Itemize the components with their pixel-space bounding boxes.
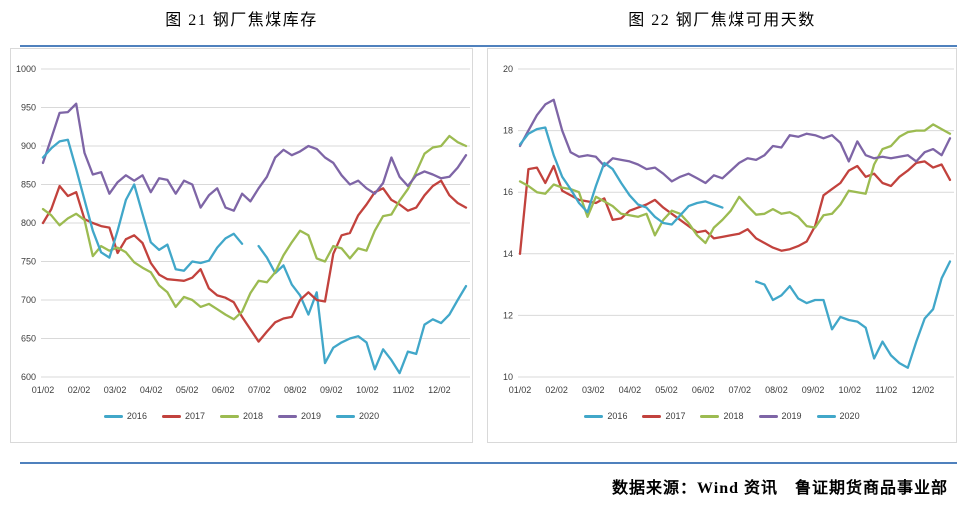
legend-item-2020: 2020	[816, 411, 860, 421]
legend-item-2018: 2018	[700, 411, 744, 421]
y-axis-tick-label: 12	[503, 310, 513, 320]
x-axis-tick-label: 05/02	[655, 385, 678, 395]
y-axis-tick-label: 850	[21, 180, 36, 190]
series-line-2019	[518, 98, 952, 185]
legend-item-2019: 2019	[758, 411, 802, 421]
y-axis-tick-label: 900	[21, 141, 36, 151]
y-axis-tick-label: 650	[21, 334, 36, 344]
x-axis-tick-label: 12/02	[428, 385, 451, 395]
legend-item-2017: 2017	[642, 411, 685, 421]
x-axis-tick-label: 04/02	[619, 385, 642, 395]
y-axis-tick-label: 18	[503, 126, 513, 136]
fig22-title: 图 22 钢厂焦煤可用天数	[628, 12, 816, 29]
x-axis-tick-label: 09/02	[802, 385, 825, 395]
y-axis-tick-label: 10	[503, 372, 513, 382]
y-axis-tick-label: 14	[503, 249, 513, 259]
x-axis-tick-label: 11/02	[875, 385, 897, 395]
y-axis-tick-label: 750	[21, 257, 36, 267]
series-line-2020	[41, 138, 244, 272]
legend-swatch-2017	[161, 414, 181, 418]
y-axis-tick-label: 800	[21, 218, 36, 228]
legend-item-2019: 2019	[278, 411, 321, 421]
fig21-title: 图 21 钢厂焦煤库存	[165, 12, 318, 29]
x-axis-tick-label: 02/02	[68, 385, 91, 395]
legend-swatch-2020	[336, 414, 356, 418]
bottom-divider-rule	[20, 462, 957, 464]
x-axis-tick-label: 08/02	[284, 385, 307, 395]
legend-label-2018: 2018	[242, 411, 264, 421]
y-axis-tick-label: 16	[503, 187, 513, 197]
legend-label-2019: 2019	[301, 411, 322, 421]
legend-label-2017: 2017	[184, 411, 205, 421]
legend-swatch-2018	[700, 414, 720, 418]
x-axis-tick-label: 03/02	[104, 385, 127, 395]
fig21-chart-panel: 600 650 700 750 800 850 900 950 1000 01/02 02/02 03…	[10, 48, 473, 443]
legend-swatch-2016	[103, 414, 123, 418]
legend-label-2017: 2017	[665, 411, 686, 421]
legend-swatch-2019	[278, 414, 298, 418]
fig22-plot: 10 12 14 16 18 20 01/02 02/02 03/02 04/02 05/02 06/…	[503, 64, 954, 395]
series-line-2019	[41, 102, 468, 212]
series-line-2016	[754, 260, 952, 369]
x-axis-tick-label: 07/02	[248, 385, 271, 395]
legend-label-2016: 2016	[126, 411, 147, 421]
series-line-2016	[257, 244, 468, 375]
x-axis-tick-label: 03/02	[582, 385, 605, 395]
legend-swatch-2020	[816, 414, 836, 418]
legend-label-2018: 2018	[723, 411, 744, 421]
x-axis-tick-label: 07/02	[729, 385, 752, 395]
data-source-label: 数据来源：Wind 资讯 鲁证期货商品事业部	[612, 480, 948, 497]
series-line-2018	[41, 134, 468, 321]
legend-label-2019: 2019	[781, 411, 802, 421]
series-line-2020	[518, 126, 724, 226]
legend-item-2018: 2018	[219, 411, 264, 421]
legend-item-2020: 2020	[336, 411, 379, 421]
x-axis-tick-label: 02/02	[545, 385, 568, 395]
x-axis-tick-label: 04/02	[140, 385, 163, 395]
legend-label-2016: 2016	[607, 411, 628, 421]
legend-item-2016: 2016	[584, 411, 627, 421]
fig21-legend: 2016 2017 2018 2019 2020	[11, 411, 472, 421]
legend-swatch-2018	[219, 414, 239, 418]
top-divider-rule	[20, 45, 957, 47]
legend-label-2020: 2020	[839, 411, 860, 421]
legend-swatch-2019	[758, 414, 778, 418]
y-axis-tick-label: 700	[21, 295, 36, 305]
x-axis-tick-label: 01/02	[509, 385, 532, 395]
x-axis-tick-label: 09/02	[320, 385, 343, 395]
fig22-legend: 2016 2017 2018 2019 2020	[488, 411, 956, 421]
legend-item-2017: 2017	[161, 411, 205, 421]
fig21-plot: 600 650 700 750 800 850 900 950 1000 01/02 02/02 03…	[16, 64, 470, 395]
legend-item-2016: 2016	[103, 411, 147, 421]
x-axis-tick-label: 10/02	[356, 385, 379, 395]
fig22-chart-panel: 10 12 14 16 18 20 01/02 02/02 03/02 04/02 05/02 06/…	[487, 48, 957, 443]
y-axis-tick-label: 1000	[16, 64, 36, 74]
x-axis-tick-label: 12/02	[912, 385, 935, 395]
y-axis-tick-label: 600	[21, 372, 36, 382]
x-axis-tick-label: 06/02	[692, 385, 715, 395]
x-axis-tick-label: 10/02	[838, 385, 861, 395]
x-axis-tick-label: 08/02	[765, 385, 788, 395]
y-axis-tick-label: 20	[503, 64, 513, 74]
x-axis-tick-label: 06/02	[212, 385, 235, 395]
x-axis-tick-label: 05/02	[176, 385, 199, 395]
x-axis-tick-label: 11/02	[392, 385, 414, 395]
legend-label-2020: 2020	[359, 411, 380, 421]
y-axis-tick-label: 950	[21, 103, 36, 113]
x-axis-tick-label: 01/02	[32, 385, 55, 395]
legend-swatch-2016	[584, 414, 604, 418]
legend-swatch-2017	[642, 414, 662, 418]
